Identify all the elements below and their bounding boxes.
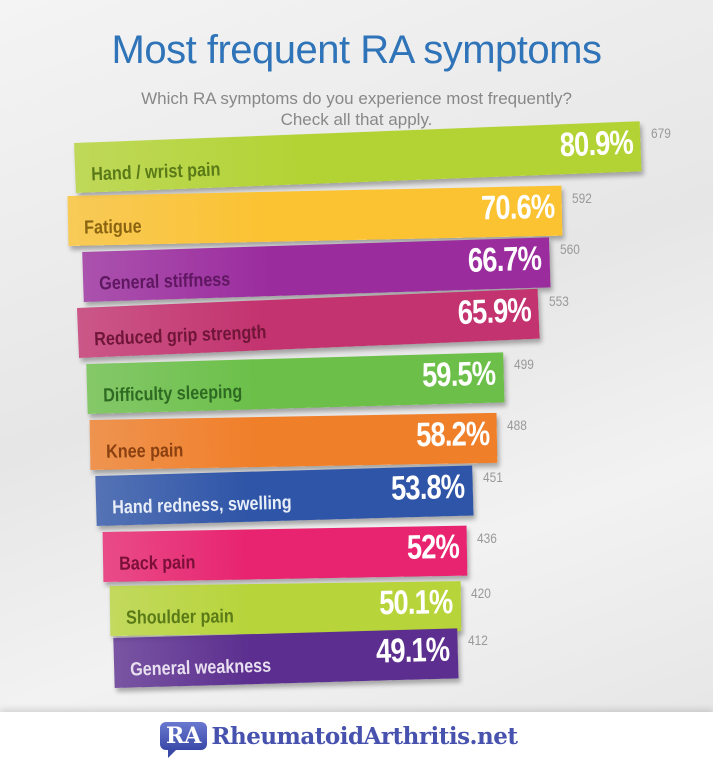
count-label: 553: [549, 292, 570, 309]
bar: General weakness 49.1%: [113, 628, 459, 688]
bar-label: Shoulder pain: [125, 606, 234, 629]
bar-label: Back pain: [118, 552, 196, 575]
footer: RA RheumatoidArthritis.net: [0, 712, 713, 763]
percent-label: 50.1%: [379, 583, 453, 623]
percent-label: 59.5%: [421, 354, 496, 395]
percent-label: 49.1%: [375, 630, 450, 671]
bar-label: Fatigue: [83, 216, 142, 239]
count-label: 560: [559, 241, 580, 258]
bar: Hand redness, swelling 53.8%: [95, 465, 474, 526]
count-label: 488: [507, 416, 528, 433]
count-label: 499: [513, 356, 534, 373]
percent-label: 80.9%: [558, 123, 634, 165]
percent-label: 52%: [406, 527, 460, 567]
percent-label: 70.6%: [480, 187, 555, 228]
bar: Fatigue 70.6%: [67, 185, 563, 246]
count-label: 436: [477, 529, 497, 546]
bar-label: General weakness: [129, 655, 272, 681]
bar-label: Reduced grip strength: [93, 322, 267, 351]
count-label: 679: [651, 125, 672, 142]
count-label: 451: [482, 469, 503, 486]
bar: Difficulty sleeping 59.5%: [86, 352, 505, 414]
site-name: RheumatoidArthritis.net: [211, 722, 518, 750]
subtitle-line-1: Which RA symptoms do you experience most…: [141, 89, 572, 108]
bar-label: Difficulty sleeping: [102, 381, 243, 407]
bar-label: General stiffness: [98, 269, 231, 295]
count-label: 420: [470, 585, 491, 602]
percent-label: 65.9%: [456, 291, 532, 333]
bar: Knee pain 58.2%: [89, 412, 498, 470]
bar-label: Knee pain: [105, 440, 184, 463]
chart-title: Most frequent RA symptoms: [111, 28, 602, 72]
bar-label: Hand redness, swelling: [111, 492, 292, 519]
bar-label: Hand / wrist pain: [90, 159, 221, 186]
site-logo[interactable]: RA RheumatoidArthritis.net: [160, 722, 518, 758]
percent-label: 53.8%: [390, 467, 465, 508]
bar: Back pain 52%: [102, 525, 468, 582]
count-label: 592: [572, 189, 593, 206]
chart-subtitle: Which RA symptoms do you experience most…: [0, 88, 713, 130]
bar: Hand / wrist pain 80.9%: [74, 121, 642, 193]
bar: Shoulder pain 50.1%: [109, 581, 462, 636]
percent-label: 58.2%: [415, 415, 490, 455]
count-label: 412: [467, 632, 488, 649]
subtitle-line-2: Check all that apply.: [280, 110, 433, 129]
logo-badge: RA: [160, 722, 208, 758]
percent-label: 66.7%: [467, 239, 543, 280]
